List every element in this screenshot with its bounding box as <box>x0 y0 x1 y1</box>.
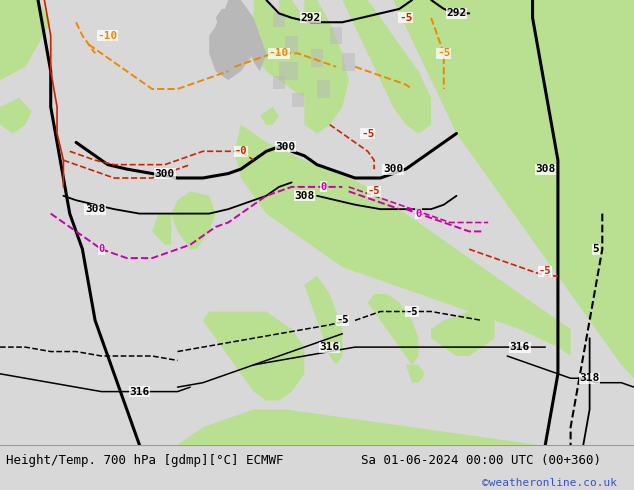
Polygon shape <box>209 0 260 80</box>
Polygon shape <box>178 410 539 445</box>
Text: -0: -0 <box>235 147 247 156</box>
Text: 292: 292 <box>301 13 321 23</box>
Polygon shape <box>260 107 279 124</box>
Text: 316: 316 <box>510 342 530 352</box>
Text: Height/Temp. 700 hPa [gdmp][°C] ECMWF: Height/Temp. 700 hPa [gdmp][°C] ECMWF <box>6 454 284 467</box>
Polygon shape <box>285 36 298 53</box>
Polygon shape <box>0 98 32 133</box>
Text: -5: -5 <box>437 49 451 58</box>
Text: Sa 01-06-2024 00:00 UTC (00+360): Sa 01-06-2024 00:00 UTC (00+360) <box>361 454 602 467</box>
Polygon shape <box>342 0 431 133</box>
Polygon shape <box>393 0 634 378</box>
Text: 0: 0 <box>98 244 105 254</box>
Polygon shape <box>216 9 228 31</box>
Text: ©weatheronline.co.uk: ©weatheronline.co.uk <box>482 478 617 488</box>
Text: 308: 308 <box>535 164 555 174</box>
Text: 300: 300 <box>383 164 403 174</box>
Polygon shape <box>209 36 222 58</box>
Text: -10: -10 <box>98 30 118 41</box>
Polygon shape <box>292 94 304 107</box>
Polygon shape <box>152 214 171 245</box>
Text: 5: 5 <box>593 244 599 254</box>
Polygon shape <box>368 294 418 365</box>
Polygon shape <box>247 18 266 71</box>
Text: -5: -5 <box>539 267 552 276</box>
Polygon shape <box>273 13 285 26</box>
Text: -5: -5 <box>406 307 418 317</box>
Polygon shape <box>279 0 323 98</box>
Polygon shape <box>171 192 216 249</box>
Polygon shape <box>431 312 495 356</box>
Polygon shape <box>304 276 342 365</box>
Polygon shape <box>254 0 298 80</box>
Polygon shape <box>342 53 355 71</box>
Text: 316: 316 <box>320 342 340 352</box>
Text: 0: 0 <box>415 209 422 219</box>
Polygon shape <box>330 26 342 45</box>
Text: -5: -5 <box>361 128 375 139</box>
Text: 292: 292 <box>446 8 467 18</box>
Text: 316: 316 <box>129 387 150 396</box>
Text: -5: -5 <box>399 13 413 23</box>
Polygon shape <box>406 365 425 383</box>
Text: 308: 308 <box>85 204 105 214</box>
Text: 300: 300 <box>155 169 175 178</box>
Polygon shape <box>203 312 304 400</box>
Text: 308: 308 <box>294 191 314 201</box>
Text: -5: -5 <box>336 316 349 325</box>
Polygon shape <box>0 0 51 80</box>
Polygon shape <box>279 62 298 80</box>
Polygon shape <box>311 49 323 67</box>
Text: 318: 318 <box>579 373 600 383</box>
Polygon shape <box>304 0 349 133</box>
Polygon shape <box>235 124 571 356</box>
Text: 300: 300 <box>275 142 295 152</box>
Polygon shape <box>317 80 330 98</box>
Text: -5: -5 <box>368 186 380 196</box>
Polygon shape <box>216 9 241 71</box>
Text: 0: 0 <box>320 182 327 192</box>
Text: -10: -10 <box>269 49 289 58</box>
Polygon shape <box>273 75 285 89</box>
